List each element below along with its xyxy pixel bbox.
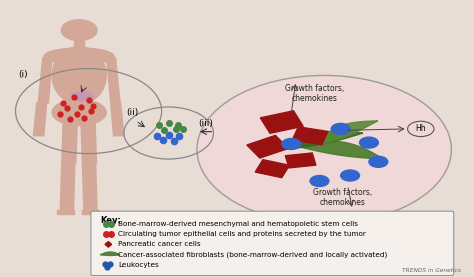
Text: Leukocytes: Leukocytes bbox=[118, 262, 158, 268]
Text: (iii): (iii) bbox=[198, 119, 213, 128]
Circle shape bbox=[341, 170, 359, 181]
Ellipse shape bbox=[44, 48, 114, 65]
Text: (i): (i) bbox=[18, 70, 27, 79]
Circle shape bbox=[359, 137, 378, 148]
Ellipse shape bbox=[52, 47, 106, 104]
Circle shape bbox=[310, 176, 329, 186]
Polygon shape bbox=[74, 41, 84, 47]
Polygon shape bbox=[81, 112, 97, 163]
Polygon shape bbox=[285, 131, 363, 150]
Polygon shape bbox=[260, 111, 303, 133]
Polygon shape bbox=[82, 210, 100, 214]
Text: (ii): (ii) bbox=[126, 108, 138, 117]
Polygon shape bbox=[57, 210, 74, 214]
Polygon shape bbox=[38, 58, 52, 103]
Text: Circulating tumor epithelial cells and proteins secreted by the tumor: Circulating tumor epithelial cells and p… bbox=[118, 231, 365, 237]
Text: Cancer-associated fibroblasts (bone-marrow-derived and locally activated): Cancer-associated fibroblasts (bone-marr… bbox=[118, 252, 387, 258]
Text: Key:: Key: bbox=[100, 216, 121, 225]
Circle shape bbox=[369, 156, 388, 167]
Polygon shape bbox=[255, 160, 290, 178]
Polygon shape bbox=[292, 127, 328, 145]
Circle shape bbox=[197, 75, 451, 224]
Text: Hh: Hh bbox=[416, 124, 426, 134]
Polygon shape bbox=[62, 112, 78, 163]
FancyBboxPatch shape bbox=[91, 211, 454, 276]
Text: Growth factors,
chemokines: Growth factors, chemokines bbox=[313, 188, 373, 207]
Polygon shape bbox=[34, 103, 46, 136]
Polygon shape bbox=[100, 252, 120, 255]
Polygon shape bbox=[107, 58, 120, 103]
Polygon shape bbox=[293, 141, 384, 159]
Circle shape bbox=[61, 20, 97, 41]
Polygon shape bbox=[71, 91, 93, 101]
Polygon shape bbox=[318, 121, 378, 145]
Polygon shape bbox=[285, 153, 316, 168]
Polygon shape bbox=[111, 103, 124, 136]
Circle shape bbox=[282, 138, 301, 150]
Polygon shape bbox=[105, 242, 112, 247]
Text: TRENDS in Genetics: TRENDS in Genetics bbox=[402, 268, 461, 273]
Polygon shape bbox=[60, 163, 75, 210]
Polygon shape bbox=[82, 163, 97, 210]
Text: Pancreatic cancer cells: Pancreatic cancer cells bbox=[118, 241, 201, 247]
Polygon shape bbox=[247, 135, 288, 158]
Circle shape bbox=[331, 124, 350, 134]
Text: Growth factors,
chemokines: Growth factors, chemokines bbox=[285, 84, 345, 103]
Text: Bone-marrow-derived mesenchymal and hematopoietic stem cells: Bone-marrow-derived mesenchymal and hema… bbox=[118, 220, 358, 227]
Ellipse shape bbox=[52, 99, 106, 125]
